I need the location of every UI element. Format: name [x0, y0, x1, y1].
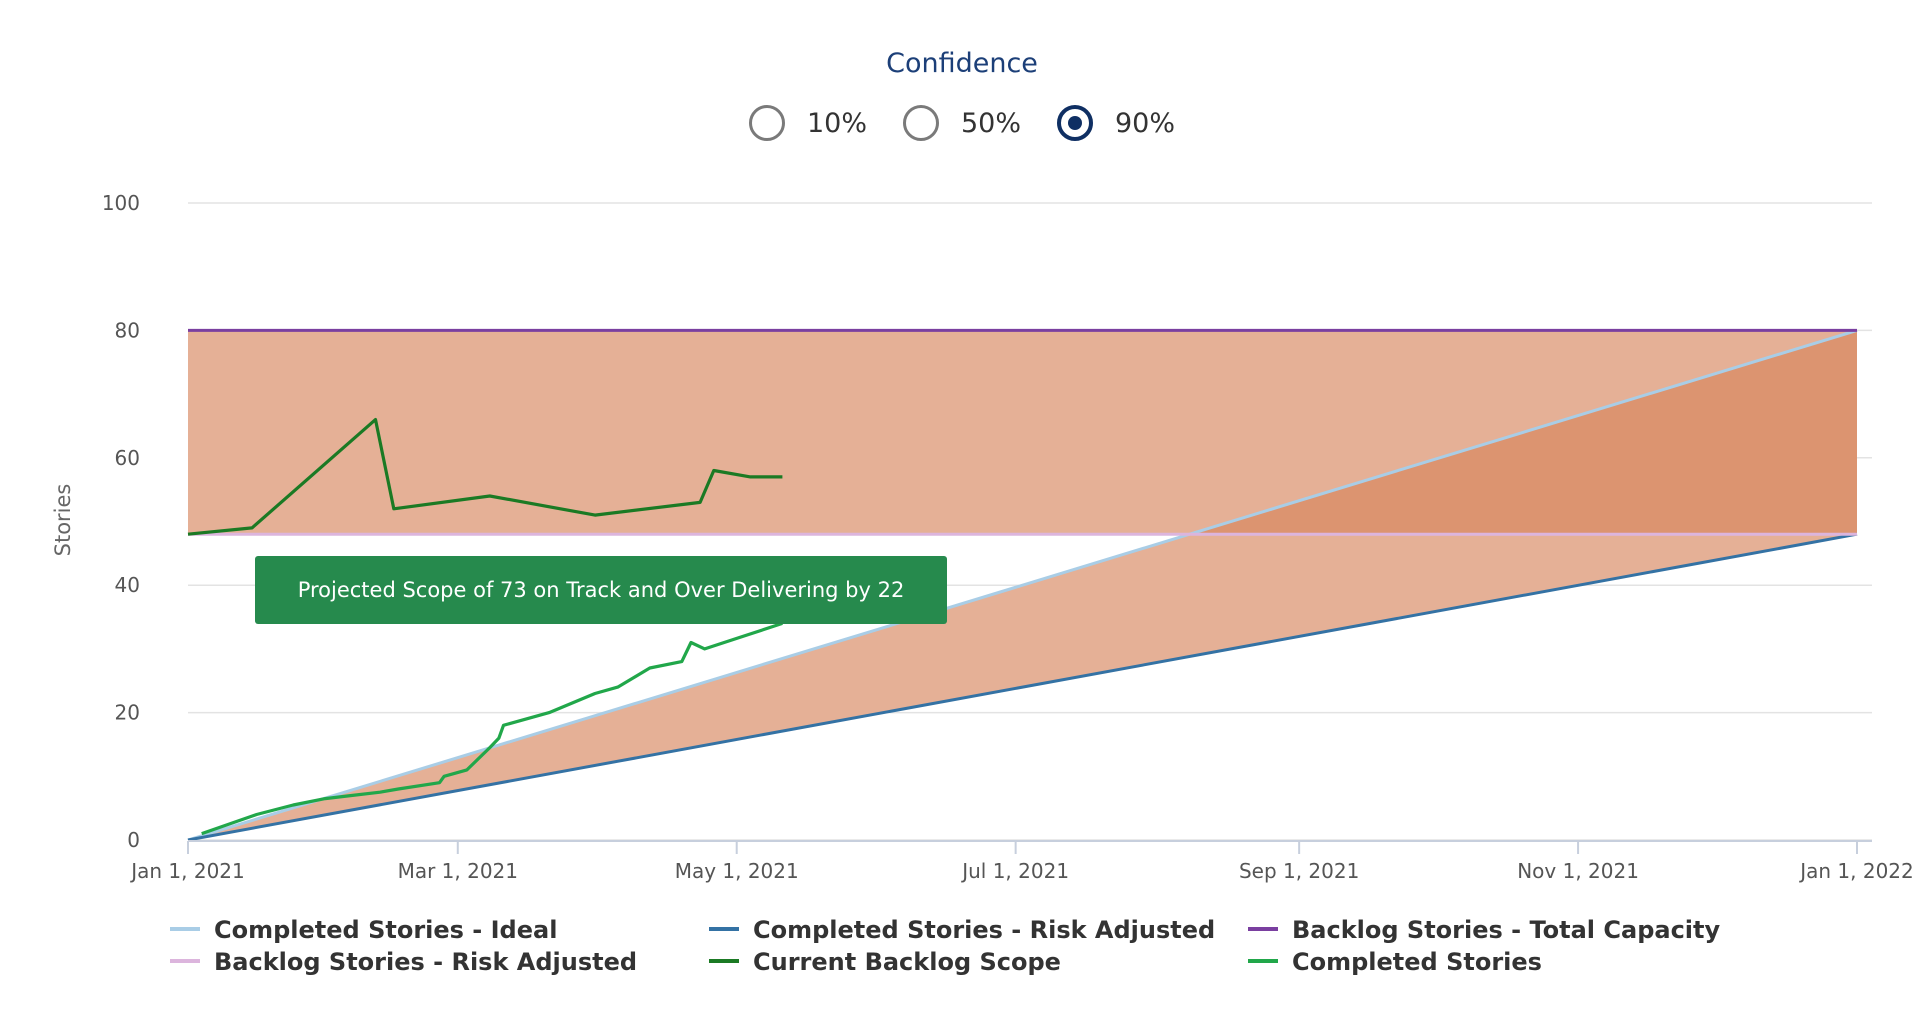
- series-line-5: [201, 621, 783, 836]
- confidence-radio-group: 10% 50% 90%: [0, 105, 1924, 141]
- radio-label: 10%: [806, 107, 867, 139]
- y-tick-label: 20: [115, 701, 140, 725]
- x-tick-label: Mar 1, 2021: [398, 859, 518, 883]
- series-line-4: [187, 418, 783, 536]
- confidence-title: Confidence: [886, 48, 1038, 79]
- x-tick-label: Nov 1, 2021: [1517, 859, 1639, 883]
- series-line-1: [187, 532, 1858, 842]
- y-tick-label: 100: [102, 191, 140, 215]
- legend-label: Backlog Stories - Total Capacity: [1292, 916, 1721, 944]
- confidence-selector: Confidence 10% 50% 90%: [0, 48, 1924, 141]
- confidence-option-10[interactable]: 10%: [748, 105, 867, 141]
- legend-label: Completed Stories - Risk Adjusted: [753, 916, 1215, 944]
- x-tick-label: Jul 1, 2021: [960, 859, 1069, 883]
- x-tick-label: Sep 1, 2021: [1239, 859, 1359, 883]
- radio-button-icon[interactable]: [748, 105, 785, 141]
- y-tick-label: 80: [115, 318, 140, 342]
- radio-label: 50%: [960, 107, 1021, 139]
- y-tick-label: 60: [115, 446, 140, 470]
- radio-button-icon[interactable]: [902, 105, 939, 141]
- legend-label: Completed Stories - Ideal: [214, 916, 557, 944]
- legend-label: Current Backlog Scope: [753, 948, 1061, 976]
- projection-tooltip: Projected Scope of 73 on Track and Over …: [255, 556, 947, 624]
- x-tick-label: May 1, 2021: [675, 859, 799, 883]
- tooltip-background: [255, 556, 947, 624]
- radio-label: 90%: [1115, 107, 1176, 139]
- series-line-0: [187, 328, 1858, 842]
- confidence-option-90[interactable]: 90%: [1057, 105, 1175, 141]
- radio-button-icon[interactable]: [1057, 105, 1093, 141]
- legend-label: Backlog Stories - Risk Adjusted: [214, 948, 637, 976]
- y-tick-label: 40: [115, 573, 140, 597]
- y-tick-label: 0: [127, 828, 140, 852]
- x-tick-label: Jan 1, 2021: [129, 859, 245, 883]
- y-axis-title: Stories: [51, 484, 75, 557]
- tooltip-text: Projected Scope of 73 on Track and Over …: [298, 578, 905, 602]
- axes: 0 20 40 60 80 100 Jan 1, 2021 Mar 1, 2021 May 1,…: [102, 191, 1914, 883]
- legend: Completed Stories - Ideal Completed Stori…: [170, 916, 1721, 976]
- confidence-option-50[interactable]: 50%: [902, 105, 1021, 141]
- legend-label: Completed Stories: [1292, 948, 1542, 976]
- series-lines: [187, 328, 1858, 842]
- x-tick-label: Jan 1, 2022: [1798, 859, 1914, 883]
